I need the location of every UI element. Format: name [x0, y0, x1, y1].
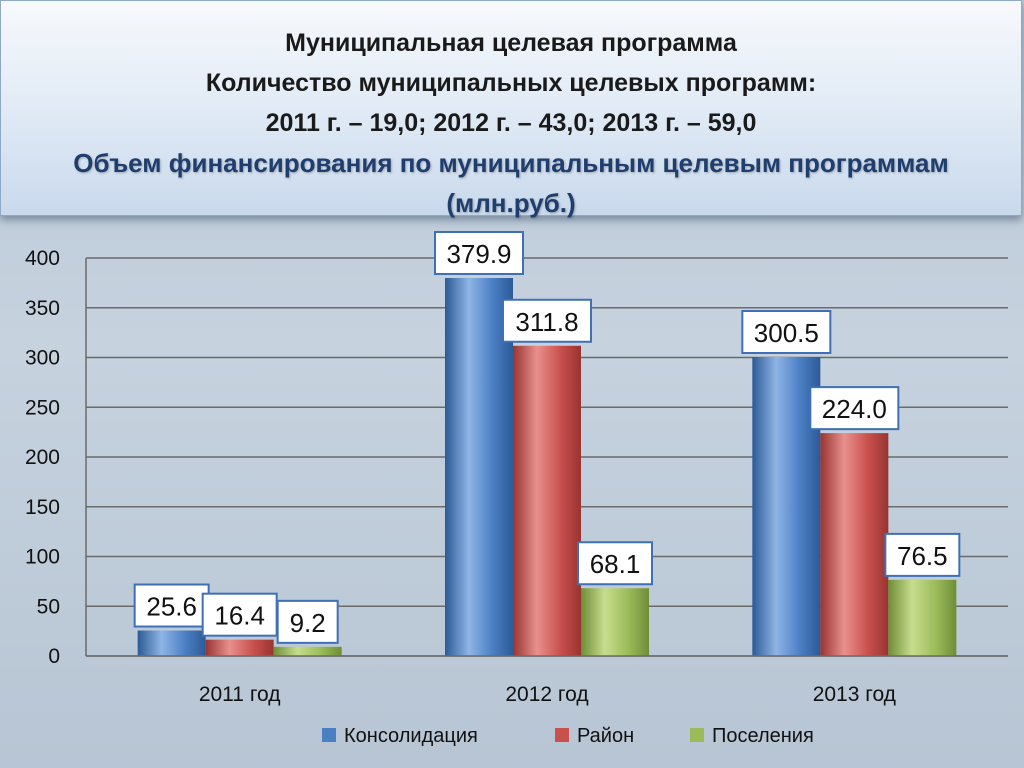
bar: [581, 588, 649, 656]
data-label-box: [502, 298, 592, 343]
data-label-box: [884, 532, 961, 577]
data-label: 9.2: [290, 608, 326, 638]
data-label-box: [201, 592, 278, 637]
data-label: 300.5: [754, 318, 819, 348]
data-label: 224.0: [822, 394, 887, 424]
legend-swatch: [322, 728, 336, 742]
y-tick-label: 300: [25, 347, 60, 370]
category-label: 2012 год: [505, 683, 588, 706]
legend-label: Поселения: [712, 725, 814, 747]
data-label: 25.6: [146, 592, 197, 622]
bar: [205, 639, 274, 656]
bar: [445, 277, 513, 656]
title-line-1: Муниципальная целевая программа: [285, 29, 737, 57]
category-labels: 2011 год 2012 год 2013 год: [199, 683, 896, 706]
data-label-box: [577, 541, 653, 586]
y-tick-label: 200: [25, 446, 60, 469]
title-line-4: Объем финансирования по муниципальным це…: [73, 148, 949, 178]
chart-header: Муниципальная целевая программа Количест…: [0, 0, 1022, 218]
bar: [273, 646, 342, 656]
bar-chart: 0 50 100 150 200 250 300 350 400 25.6 16.4 9.2 379.…: [25, 230, 1008, 747]
y-tick-label: 350: [25, 297, 60, 320]
data-label-box: [434, 230, 524, 275]
y-tick-label: 0: [48, 645, 60, 668]
title-line-5: (млн.руб.): [446, 188, 576, 218]
bar: [513, 345, 581, 656]
legend: Консолидация Район Поселения: [322, 725, 814, 747]
legend-swatch: [690, 728, 704, 742]
data-label: 379.9: [446, 239, 511, 269]
legend-label: Район: [577, 725, 634, 747]
legend-label: Консолидация: [344, 725, 478, 747]
y-tick-label: 400: [25, 247, 60, 270]
y-tick-label: 100: [25, 546, 60, 569]
data-label: 311.8: [515, 307, 578, 337]
data-label: 16.4: [214, 601, 265, 631]
y-axis-ticks: 0 50 100 150 200 250 300 350 400: [25, 247, 60, 668]
data-label-box: [276, 599, 339, 644]
data-label: 76.5: [897, 541, 948, 571]
title-line-3: 2011 г. – 19,0; 2012 г. – 43,0; 2013 г. …: [265, 109, 757, 137]
y-tick-label: 50: [37, 595, 60, 618]
category-label: 2011 год: [199, 683, 281, 706]
y-tick-label: 250: [25, 396, 60, 419]
title-line-2: Количество муниципальных целевых програм…: [205, 69, 817, 97]
data-labels: 25.6 16.4 9.2 379.9 311.8 68.1 300.5 224.0 76.5: [133, 230, 961, 644]
bar: [888, 579, 957, 656]
bar: [752, 357, 821, 656]
bars: [86, 277, 1008, 657]
bar: [820, 433, 889, 656]
data-label-box: [809, 386, 900, 431]
bar: [137, 630, 206, 656]
legend-swatch: [555, 728, 569, 742]
data-label-box: [133, 583, 210, 628]
data-label-box: [741, 310, 832, 355]
y-tick-label: 150: [25, 496, 60, 519]
category-label: 2013 год: [813, 683, 896, 706]
data-label: 68.1: [590, 549, 641, 579]
